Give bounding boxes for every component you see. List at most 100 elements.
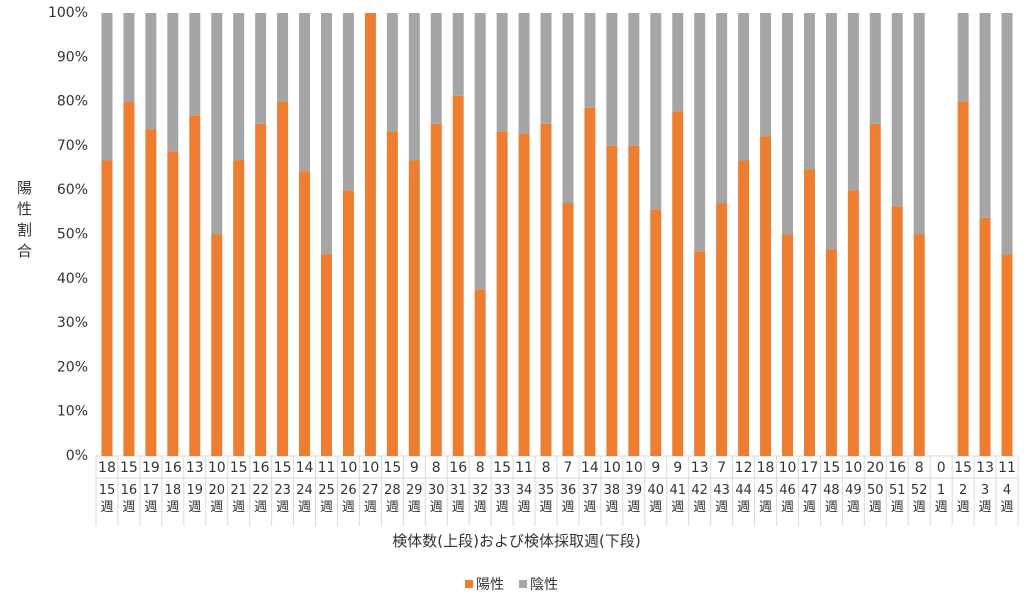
bar-segment bbox=[211, 13, 223, 235]
bar-segment bbox=[628, 13, 640, 146]
x-axis-label: 検体数(上段)および検体採取週(下段) bbox=[392, 532, 641, 550]
sample-count: 15 bbox=[120, 460, 138, 476]
bar-segment bbox=[891, 13, 903, 207]
bar-segment bbox=[496, 13, 508, 132]
x-tick-label: 35週 bbox=[537, 483, 555, 515]
y-tick-label: 100% bbox=[48, 5, 88, 21]
x-tick-label: 30週 bbox=[427, 483, 445, 515]
bar-segment bbox=[694, 251, 706, 456]
x-tick-label: 25週 bbox=[318, 483, 335, 515]
bar-segment bbox=[430, 13, 442, 124]
bar-segment bbox=[979, 217, 991, 456]
sample-count: 10 bbox=[844, 460, 862, 476]
x-tick-label: 3週 bbox=[978, 483, 992, 515]
bar-segment bbox=[913, 234, 925, 456]
sample-count: 16 bbox=[449, 460, 467, 476]
bar-segment bbox=[562, 13, 574, 204]
sample-count: 15 bbox=[230, 460, 248, 476]
x-tick-label: 46週 bbox=[779, 483, 796, 515]
x-tick-label: 37週 bbox=[581, 483, 599, 515]
x-tick-label: 26週 bbox=[340, 483, 357, 515]
bar-segment bbox=[299, 13, 311, 172]
bar-segment bbox=[782, 234, 793, 456]
y-tick-label: 20% bbox=[57, 359, 88, 375]
bar-segment bbox=[803, 13, 815, 170]
bar-segment bbox=[606, 145, 618, 456]
bar-segment bbox=[167, 13, 179, 152]
x-tick-label: 41週 bbox=[669, 483, 686, 515]
sample-count: 0 bbox=[937, 460, 946, 476]
bar-segment bbox=[847, 13, 859, 191]
sample-count: 11 bbox=[515, 460, 533, 476]
bar-segment bbox=[277, 13, 289, 102]
y-tick-label: 90% bbox=[57, 49, 88, 65]
sample-count: 17 bbox=[801, 460, 819, 476]
bar-segment bbox=[255, 13, 267, 124]
bar-segment bbox=[299, 171, 311, 456]
y-tick-label: 70% bbox=[57, 138, 88, 154]
bar-segment bbox=[430, 123, 442, 456]
sample-count: 8 bbox=[915, 460, 924, 476]
bar-segment bbox=[342, 190, 354, 456]
bar-segment bbox=[760, 136, 772, 457]
bar-segment bbox=[738, 160, 750, 457]
x-tick-label: 34週 bbox=[515, 483, 533, 515]
bar-segment bbox=[386, 131, 398, 456]
x-tick-label: 2週 bbox=[956, 483, 970, 515]
bar-segment bbox=[716, 13, 728, 204]
sample-count: 16 bbox=[888, 460, 906, 476]
x-tick-label: 28週 bbox=[384, 483, 401, 515]
sample-count: 7 bbox=[564, 460, 573, 476]
bar-segment bbox=[540, 123, 552, 456]
bar-segment bbox=[145, 129, 157, 456]
bar-segment bbox=[321, 254, 332, 456]
bar-segment bbox=[869, 13, 881, 124]
y-tick-label: 60% bbox=[57, 182, 88, 198]
bar-segment bbox=[1001, 13, 1013, 255]
x-tick-label: 47週 bbox=[801, 483, 818, 515]
bar-segment bbox=[452, 13, 464, 96]
bar-segment bbox=[101, 13, 113, 161]
y-tick-label: 50% bbox=[57, 227, 88, 243]
sample-count: 10 bbox=[208, 460, 226, 476]
bar-segment bbox=[518, 13, 530, 134]
x-tick-label: 49週 bbox=[845, 483, 862, 515]
sample-count: 7 bbox=[717, 460, 726, 476]
bar-segment bbox=[518, 133, 530, 456]
x-tick-label: 1週 bbox=[934, 483, 948, 515]
y-tick-label: 0% bbox=[66, 448, 88, 464]
sample-count: 10 bbox=[779, 460, 797, 476]
x-tick-label: 17週 bbox=[142, 483, 160, 515]
sample-count: 9 bbox=[410, 460, 419, 476]
bar-segment bbox=[913, 13, 925, 235]
sample-count: 15 bbox=[493, 460, 511, 476]
x-tick-label: 21週 bbox=[230, 483, 247, 515]
bar-segment bbox=[233, 160, 245, 457]
bar-segment bbox=[189, 13, 201, 116]
bar-segment bbox=[452, 95, 464, 456]
legend-swatch bbox=[519, 580, 527, 588]
bar-segment bbox=[738, 13, 750, 161]
sample-count: 13 bbox=[691, 460, 709, 476]
sample-count: 16 bbox=[164, 460, 182, 476]
bar-segment bbox=[540, 13, 552, 124]
x-tick-label: 23週 bbox=[274, 483, 291, 515]
x-tick-label: 29週 bbox=[406, 483, 423, 515]
bar-segment bbox=[233, 13, 245, 161]
bar-segment bbox=[650, 209, 662, 456]
bar-segment bbox=[167, 151, 179, 456]
y-tick-label: 40% bbox=[57, 271, 88, 287]
bar-segment bbox=[803, 169, 815, 456]
sample-count: 13 bbox=[186, 460, 204, 476]
x-tick-label: 50週 bbox=[867, 483, 884, 515]
sample-count: 10 bbox=[340, 460, 358, 476]
sample-count: 9 bbox=[651, 460, 660, 476]
x-tick-label: 51週 bbox=[888, 483, 906, 515]
bar-segment bbox=[847, 190, 859, 456]
bar-segment bbox=[650, 13, 662, 210]
bar-segment bbox=[825, 13, 837, 250]
sample-count: 8 bbox=[432, 460, 441, 476]
x-tick-label: 52週 bbox=[910, 483, 928, 515]
bar-segment bbox=[869, 123, 881, 456]
